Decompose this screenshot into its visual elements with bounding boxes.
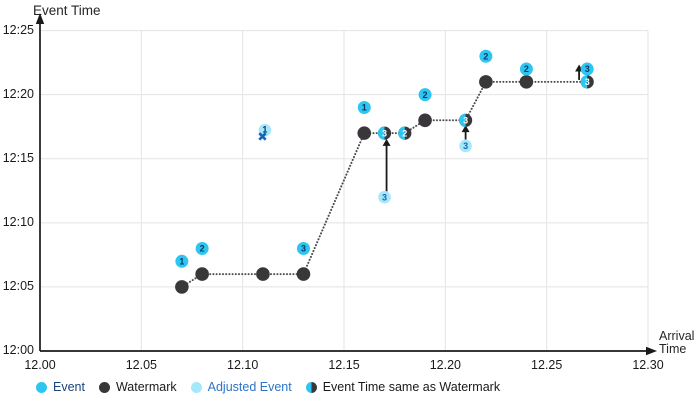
same-as-watermark-marker-half bbox=[398, 126, 405, 140]
x-tick-label: 12.10 bbox=[227, 358, 259, 372]
dropped-event-marker-number: 1 bbox=[262, 125, 267, 135]
watermark-marker bbox=[519, 75, 534, 89]
x-axis-arrow-icon bbox=[646, 346, 657, 356]
event-marker-number: 2 bbox=[483, 51, 488, 61]
watermark-marker bbox=[256, 267, 270, 281]
event-marker-number: 3 bbox=[301, 244, 306, 254]
dropped-event-marker bbox=[258, 123, 272, 137]
half-event-watermark-marker-icon bbox=[305, 381, 317, 393]
event-marker bbox=[418, 88, 432, 102]
adjusted-event-marker-number: 3 bbox=[463, 141, 468, 151]
y-tick-label: 12:00 bbox=[2, 343, 34, 357]
legend-item-event: Event bbox=[36, 380, 85, 394]
x-tick-label: 12.20 bbox=[429, 358, 461, 372]
legend-item-same-as-watermark: Event Time same as Watermark bbox=[305, 380, 501, 394]
event-marker-number: 1 bbox=[362, 103, 367, 113]
same-as-watermark-marker-number: 2 bbox=[402, 128, 407, 138]
same-as-watermark-marker-number: 3 bbox=[382, 128, 387, 138]
event-marker bbox=[519, 62, 533, 76]
watermark-dotted-line bbox=[180, 80, 589, 288]
same-as-watermark-marker-number: 3 bbox=[463, 116, 468, 126]
adjusted-event-marker bbox=[378, 190, 391, 204]
event-marker-number: 2 bbox=[423, 90, 428, 100]
event-marker bbox=[357, 100, 371, 114]
x-axis-title: Arrival Time bbox=[659, 330, 694, 356]
watermark-marker bbox=[357, 126, 372, 140]
y-tick-label: 12:20 bbox=[2, 86, 34, 101]
legend: Event Watermark Adjusted Event Event Tim… bbox=[36, 380, 500, 394]
watermark-marker-icon bbox=[98, 381, 110, 393]
x-tick-label: 12.30 bbox=[632, 358, 664, 372]
legend-label-event: Event bbox=[53, 380, 85, 394]
event-marker bbox=[296, 241, 310, 255]
watermark-marker bbox=[479, 75, 493, 89]
y-tick-label: 12:10 bbox=[2, 214, 34, 229]
same-as-watermark-marker-number: 3 bbox=[585, 77, 590, 87]
event-marker bbox=[580, 62, 594, 76]
event-marker-number: 2 bbox=[524, 64, 529, 74]
dropped-event-x-icon: ✖ bbox=[257, 130, 267, 144]
watermark-marker bbox=[296, 267, 311, 281]
x-tick-label: 12.05 bbox=[125, 358, 157, 372]
legend-label-same-as-watermark: Event Time same as Watermark bbox=[322, 380, 501, 394]
x-tick-label: 12.00 bbox=[24, 358, 56, 372]
adjusted-event-marker bbox=[459, 139, 472, 153]
event-marker-icon bbox=[36, 381, 47, 393]
y-tick-label: 12:15 bbox=[2, 150, 34, 165]
x-axis-title-line1: Arrival bbox=[659, 329, 695, 343]
watermark-marker bbox=[195, 267, 209, 281]
event-marker-number: 3 bbox=[585, 64, 590, 74]
adjusted-event-marker-icon bbox=[190, 381, 202, 393]
same-as-watermark-marker-half bbox=[459, 113, 466, 127]
event-marker bbox=[479, 49, 493, 63]
same-as-watermark-marker-half bbox=[377, 126, 385, 140]
legend-item-watermark: Watermark bbox=[98, 380, 177, 394]
x-axis-title-line2: Time bbox=[659, 342, 687, 356]
x-tick-label: 12.25 bbox=[531, 358, 563, 372]
legend-label-adjusted-event: Adjusted Event bbox=[207, 380, 292, 394]
event-marker bbox=[175, 254, 189, 268]
y-axis-title: Event Time bbox=[33, 3, 101, 18]
event-marker-number: 1 bbox=[179, 256, 184, 266]
y-tick-label: 12:25 bbox=[2, 22, 34, 37]
watermark-marker bbox=[418, 113, 432, 128]
legend-label-watermark: Watermark bbox=[115, 380, 177, 394]
adjustment-arrow-head-icon bbox=[382, 138, 391, 146]
event-marker-number: 2 bbox=[200, 244, 205, 254]
adjustment-arrow-head-icon bbox=[461, 125, 470, 133]
adjusted-event-marker-number: 3 bbox=[382, 192, 387, 202]
watermark-marker bbox=[175, 280, 189, 294]
x-tick-label: 12.15 bbox=[328, 358, 360, 372]
y-axis-arrow-icon bbox=[35, 13, 45, 24]
y-tick-label: 12:05 bbox=[2, 278, 34, 293]
legend-item-adjusted-event: Adjusted Event bbox=[190, 380, 292, 394]
event-marker bbox=[195, 241, 209, 255]
same-as-watermark-marker-half bbox=[580, 75, 588, 89]
